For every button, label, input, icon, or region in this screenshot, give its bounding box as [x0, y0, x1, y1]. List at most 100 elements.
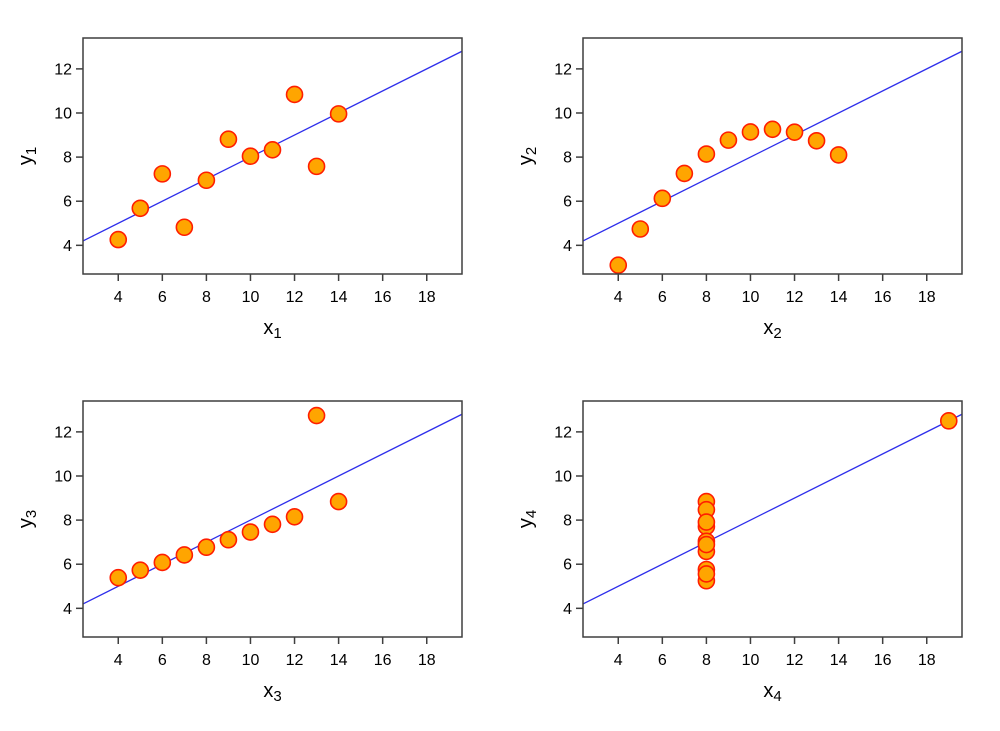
x-tick-label: 18 [918, 289, 936, 306]
y-axis-label: y2 [515, 147, 540, 165]
x-tick-label: 8 [202, 289, 211, 306]
y-tick-label: 4 [63, 601, 72, 618]
data-point [285, 85, 304, 104]
data-point [241, 523, 260, 541]
data-point [307, 406, 326, 425]
plot-frame [582, 400, 963, 638]
x-tick-label: 12 [786, 289, 804, 306]
x-tick-label: 16 [874, 652, 892, 669]
y-axis-label: y4 [515, 510, 540, 528]
data-point [109, 230, 128, 249]
y-tick-label: 6 [63, 194, 72, 211]
plot-frame [82, 37, 463, 275]
data-point [697, 145, 716, 163]
x-tick-label: 4 [614, 289, 623, 306]
x-axis-label: x1 [263, 317, 281, 342]
x-tick-label: 16 [874, 289, 892, 306]
x-axis-label: x4 [763, 680, 781, 705]
data-point [609, 256, 628, 274]
data-point [939, 412, 958, 430]
data-point [219, 530, 238, 549]
scatter-plot-1: 4 6 8 10 12 14 16 18 4 6 8 10 12 x1 y1 [15, 37, 463, 342]
data-point [131, 561, 150, 579]
y-tick-label: 6 [63, 557, 72, 574]
x-tick-label: 18 [918, 652, 936, 669]
x-tick-label: 4 [614, 652, 623, 669]
y-tick-label: 6 [563, 557, 572, 574]
data-point [131, 199, 150, 218]
data-point [197, 538, 216, 557]
plot-frame [82, 400, 463, 638]
y-tick-label: 8 [563, 150, 572, 167]
data-point [675, 164, 694, 183]
y-tick-label: 4 [563, 601, 572, 618]
x-tick-label: 12 [286, 652, 304, 669]
x-axis-label: x2 [763, 317, 781, 342]
data-point [219, 130, 238, 149]
x-tick-label: 16 [374, 652, 392, 669]
data-point [109, 568, 128, 587]
y-tick-label: 4 [63, 238, 72, 255]
data-point [153, 553, 172, 572]
x-tick-label: 16 [374, 289, 392, 306]
y-tick-label: 12 [554, 424, 572, 441]
y-tick-label: 8 [563, 513, 572, 530]
x-tick-label: 14 [330, 652, 348, 669]
data-point [829, 146, 848, 164]
y-tick-label: 8 [63, 150, 72, 167]
x-tick-label: 12 [286, 289, 304, 306]
x-tick-label: 8 [702, 652, 711, 669]
x-tick-label: 14 [330, 289, 348, 306]
y-axis-label: y1 [15, 147, 40, 165]
data-point [741, 123, 760, 141]
scatter-plot-2: 4 6 8 10 12 14 16 18 4 6 8 10 12 x2 y2 [515, 37, 963, 342]
y-tick-label: 8 [63, 513, 72, 530]
panel-1: 4 6 8 10 12 14 16 18 4 6 8 10 12 x1 y1 [0, 0, 500, 363]
x-tick-label: 18 [418, 289, 436, 306]
panel-3: 4 6 8 10 12 14 16 18 4 6 8 10 12 x3 y3 [0, 363, 500, 726]
x-tick-label: 10 [742, 652, 760, 669]
scatter-plot-3: 4 6 8 10 12 14 16 18 4 6 8 10 12 x3 y3 [15, 400, 463, 705]
regression-line [582, 50, 963, 242]
y-tick-label: 6 [563, 194, 572, 211]
x-tick-label: 10 [742, 289, 760, 306]
x-tick-label: 8 [702, 289, 711, 306]
y-tick-label: 12 [54, 61, 72, 78]
data-point [263, 141, 282, 159]
data-point [807, 131, 826, 150]
x-tick-label: 14 [830, 289, 848, 306]
data-point [197, 171, 216, 190]
data-point [175, 218, 194, 237]
y-tick-label: 12 [54, 424, 72, 441]
y-tick-label: 10 [54, 468, 72, 485]
data-point [653, 189, 672, 208]
data-point [697, 535, 716, 554]
data-point [631, 220, 650, 238]
data-point [329, 105, 348, 123]
data-point [719, 131, 738, 149]
x-tick-label: 12 [786, 652, 804, 669]
y-axis-label: y3 [15, 510, 40, 528]
x-tick-label: 10 [242, 289, 260, 306]
y-tick-label: 10 [554, 105, 572, 122]
data-point [153, 165, 172, 183]
y-tick-label: 4 [563, 238, 572, 255]
data-point [175, 546, 194, 564]
y-tick-label: 10 [54, 105, 72, 122]
data-point [763, 120, 782, 139]
data-point [697, 513, 716, 531]
data-point [697, 565, 716, 583]
x-tick-label: 10 [242, 652, 260, 669]
panel-2: 4 6 8 10 12 14 16 18 4 6 8 10 12 x2 y2 [500, 0, 1000, 363]
x-axis-label: x3 [263, 680, 281, 705]
y-tick-label: 10 [554, 468, 572, 485]
y-tick-label: 12 [554, 61, 572, 78]
x-tick-label: 14 [830, 652, 848, 669]
scatter-plot-4: 4 6 8 10 12 14 16 18 4 6 8 10 12 x4 y4 [515, 400, 963, 705]
plot-frame [582, 37, 963, 275]
data-point [241, 147, 260, 166]
data-point [263, 515, 282, 534]
data-point [307, 157, 326, 176]
data-point [329, 492, 348, 511]
x-tick-label: 6 [658, 652, 667, 669]
